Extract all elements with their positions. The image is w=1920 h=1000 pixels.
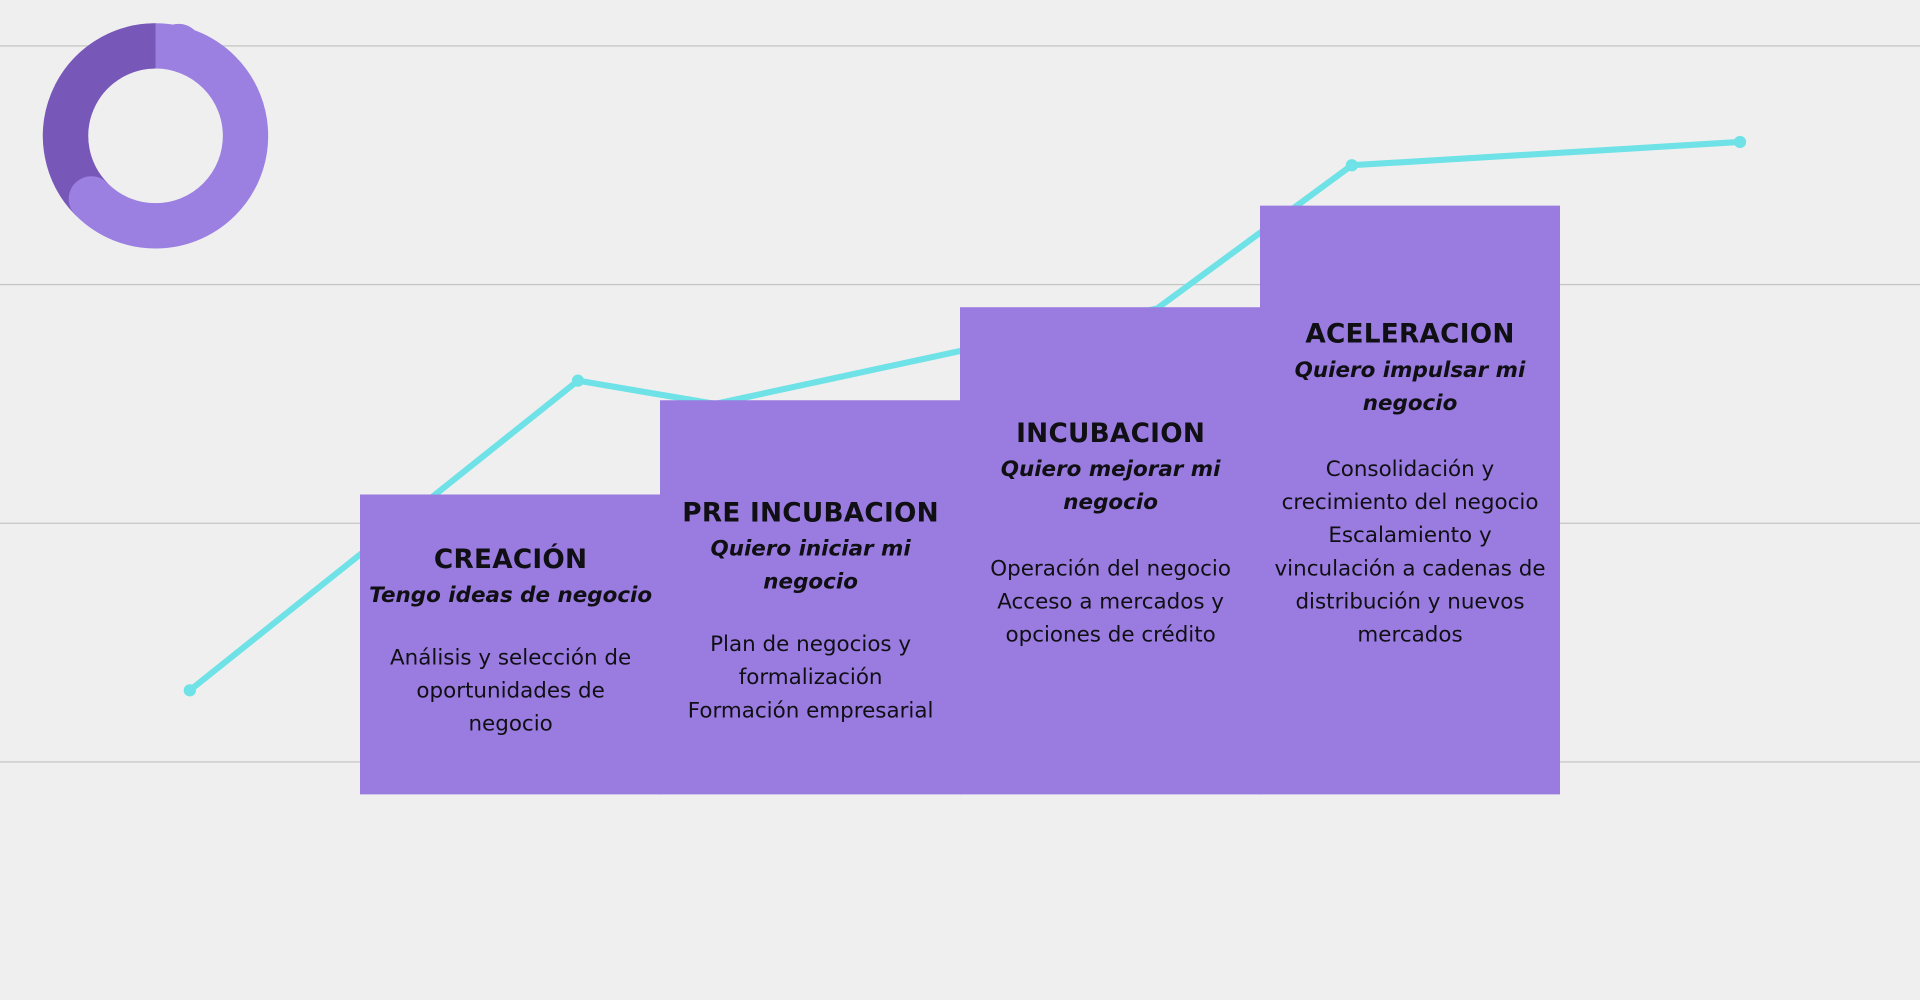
step-subtitle: Quiero impulsar mi negocio bbox=[1294, 358, 1526, 417]
step-body-wrap: Análisis y selección de oportunidades de… bbox=[360, 643, 661, 742]
step-body-wrap: Operación del negocio Acceso a mercados … bbox=[960, 553, 1261, 652]
trend-point bbox=[1345, 159, 1358, 172]
step-title: ACELERACION bbox=[1305, 319, 1515, 351]
step-body: Consolidación y crecimiento del negocio … bbox=[1274, 457, 1546, 648]
step-pre-incubacion: PRE INCUBACION Quiero iniciar mi negocio… bbox=[660, 400, 962, 795]
trend-polyline bbox=[186, 138, 1744, 694]
step-subtitle: Quiero iniciar mi negocio bbox=[710, 537, 911, 595]
trend-point bbox=[1733, 135, 1747, 149]
step-body-wrap: Consolidación y crecimiento del negocio … bbox=[1260, 454, 1560, 652]
step-incubacion: INCUBACION Quiero mejorar mi negocio Ope… bbox=[960, 307, 1262, 795]
step-body-wrap: Plan de negocios y formalización Formaci… bbox=[660, 629, 961, 728]
step-title: CREACIÓN bbox=[433, 544, 588, 576]
divider-line bbox=[0, 283, 1920, 286]
donut-cap-bottom bbox=[68, 176, 115, 222]
donut-cap-top bbox=[156, 23, 202, 70]
trend-point bbox=[571, 374, 585, 387]
step-body: Análisis y selección de oportunidades de… bbox=[390, 646, 632, 737]
step-body: Operación del negocio Acceso a mercados … bbox=[990, 556, 1231, 648]
divider-line bbox=[0, 45, 1920, 47]
step-body: Plan de negocios y formalización Formaci… bbox=[687, 632, 934, 724]
donut-ring-icon bbox=[42, 23, 269, 249]
step-aceleracion: ACELERACION Quiero impulsar mi negocio C… bbox=[1260, 205, 1561, 795]
step-title: PRE INCUBACION bbox=[682, 498, 939, 529]
step-subtitle: Quiero mejorar mi negocio bbox=[1000, 457, 1221, 516]
step-title: INCUBACION bbox=[1016, 418, 1206, 450]
donut-ring-dark bbox=[42, 23, 157, 215]
step-subtitle: Tengo ideas de negocio bbox=[369, 583, 653, 609]
step-creacion: CREACIÓN Tengo ideas de negocio Análisis… bbox=[360, 494, 662, 795]
trend-point bbox=[183, 684, 196, 697]
